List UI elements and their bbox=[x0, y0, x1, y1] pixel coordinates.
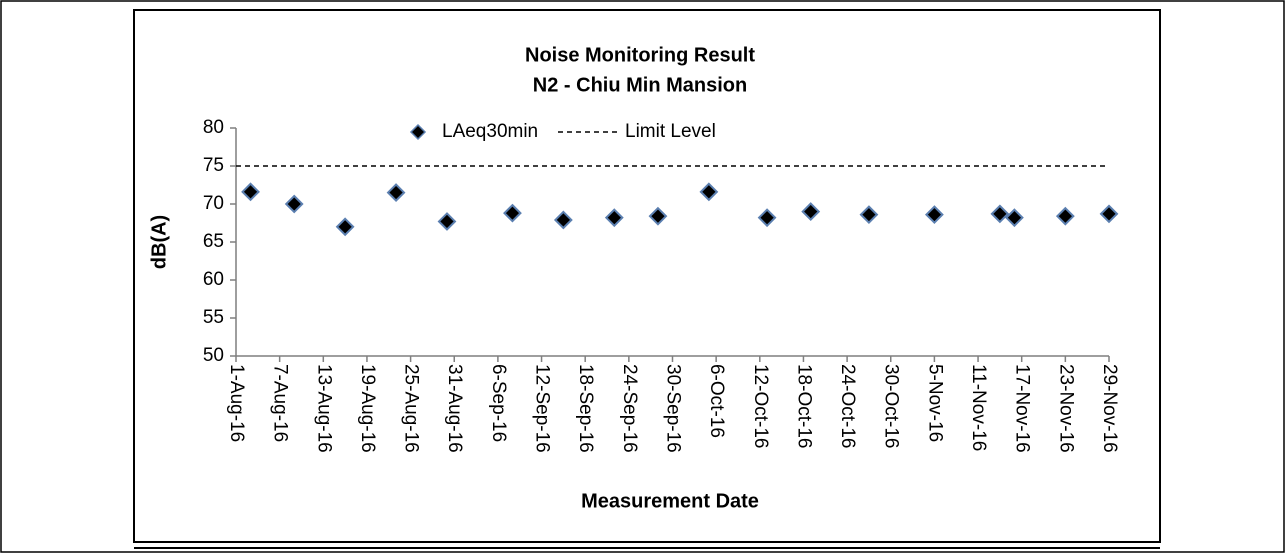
data-point bbox=[1005, 208, 1024, 228]
x-tick-label: 6-Sep-16 bbox=[488, 364, 509, 442]
x-tick-label: 19-Aug-16 bbox=[357, 364, 378, 453]
legend-label: LAeq30min bbox=[442, 121, 538, 142]
x-tick-label: 30-Oct-16 bbox=[881, 364, 902, 448]
chart-frame bbox=[133, 9, 1161, 543]
data-point bbox=[990, 204, 1010, 224]
data-point bbox=[335, 217, 355, 237]
x-tick-label: 29-Nov-16 bbox=[1099, 364, 1120, 453]
data-point bbox=[699, 182, 719, 202]
legend-label: Limit Level bbox=[625, 121, 716, 142]
data-point bbox=[503, 203, 522, 223]
x-tick-label: 6-Oct-16 bbox=[706, 364, 727, 438]
data-point bbox=[553, 210, 573, 230]
data-point bbox=[241, 182, 260, 202]
x-tick-label: 17-Nov-16 bbox=[1012, 364, 1033, 453]
x-tick-label: 13-Aug-16 bbox=[313, 364, 334, 453]
y-tick-label: 70 bbox=[203, 193, 224, 214]
chart-title: Noise Monitoring Result bbox=[525, 44, 755, 66]
data-point bbox=[801, 202, 821, 222]
y-tick-label: 80 bbox=[203, 117, 224, 138]
x-tick-label: 11-Nov-16 bbox=[968, 364, 989, 451]
y-tick-label: 60 bbox=[203, 269, 224, 290]
x-tick-label: 12-Oct-16 bbox=[750, 364, 771, 448]
x-tick-label: 23-Nov-16 bbox=[1055, 364, 1076, 453]
x-tick-label: 30-Sep-16 bbox=[662, 364, 683, 453]
legend-marker bbox=[409, 123, 427, 141]
y-tick-label: 65 bbox=[203, 231, 224, 252]
x-tick-label: 5-Nov-16 bbox=[924, 364, 945, 442]
data-point bbox=[757, 208, 777, 228]
data-point bbox=[604, 208, 624, 228]
data-point bbox=[648, 206, 668, 226]
y-axis-label: dB(A) bbox=[148, 215, 170, 269]
x-tick-label: 1-Aug-16 bbox=[226, 364, 247, 442]
x-tick-label: 18-Sep-16 bbox=[575, 364, 596, 453]
x-tick-label: 7-Aug-16 bbox=[270, 364, 291, 442]
data-point bbox=[284, 194, 304, 214]
data-point bbox=[1099, 204, 1119, 224]
data-point bbox=[1055, 206, 1075, 226]
x-tick-label: 31-Aug-16 bbox=[444, 364, 465, 453]
chart-subtitle: N2 - Chiu Min Mansion bbox=[533, 74, 747, 96]
x-tick-label: 18-Oct-16 bbox=[793, 364, 814, 448]
y-tick-label: 50 bbox=[203, 345, 224, 366]
x-tick-label: 25-Aug-16 bbox=[401, 364, 422, 453]
x-tick-label: 24-Sep-16 bbox=[619, 364, 640, 453]
x-tick-label: 12-Sep-16 bbox=[532, 364, 553, 453]
data-point bbox=[859, 205, 879, 225]
y-tick-label: 55 bbox=[203, 307, 224, 328]
data-point bbox=[437, 212, 457, 231]
y-tick-label: 75 bbox=[203, 155, 224, 176]
x-axis-label: Measurement Date bbox=[581, 490, 759, 512]
x-tick-label: 24-Oct-16 bbox=[837, 364, 858, 448]
data-point bbox=[386, 183, 406, 203]
data-point bbox=[924, 205, 944, 225]
